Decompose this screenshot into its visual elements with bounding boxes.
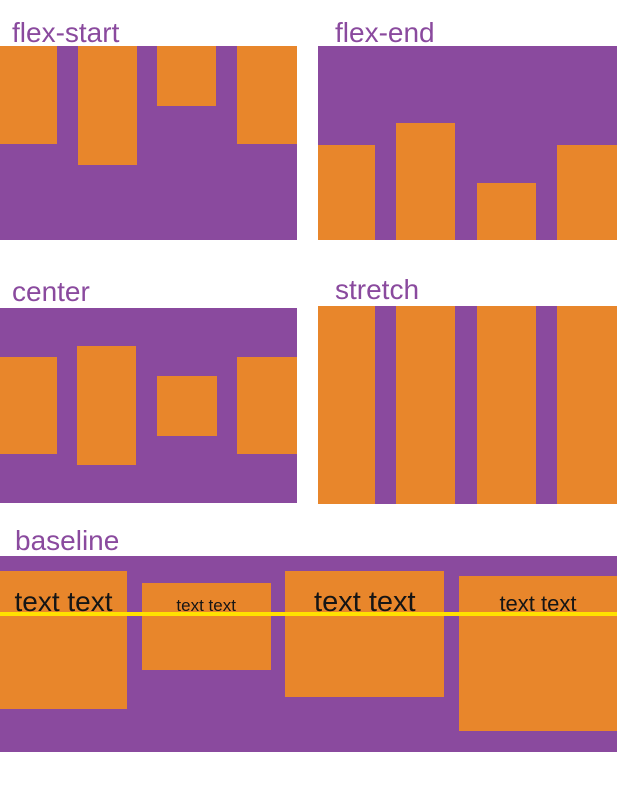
flex-item xyxy=(0,46,57,144)
panel-label-flex-end: flex-end xyxy=(335,17,435,48)
flex-item xyxy=(476,306,536,504)
flex-item xyxy=(77,46,137,165)
panel-label-center: center xyxy=(12,276,90,307)
flex-item: text text xyxy=(458,576,617,731)
flex-item xyxy=(77,346,137,465)
flex-item xyxy=(476,183,536,240)
flex-item xyxy=(157,46,217,106)
flex-item xyxy=(318,145,375,240)
flex-item xyxy=(318,306,375,504)
flex-item: text text xyxy=(0,571,127,709)
flex-item xyxy=(556,145,617,240)
baseline-indicator-line xyxy=(0,612,617,616)
flex-item xyxy=(236,46,297,144)
flex-item xyxy=(0,357,57,454)
flex-item xyxy=(156,375,217,436)
flex-item xyxy=(396,306,456,504)
flex-container-flex-end xyxy=(318,46,617,240)
flex-item-text: text text xyxy=(499,591,577,616)
flex-container-baseline: text text text text text text text text xyxy=(0,556,617,752)
panel-label-baseline: baseline xyxy=(15,525,120,556)
flex-item-text: text text xyxy=(176,596,236,615)
panel-label-flex-start: flex-start xyxy=(12,17,120,48)
flex-container-center xyxy=(0,308,297,503)
flex-item: text text xyxy=(285,571,445,697)
panel-label-stretch: stretch xyxy=(335,274,420,305)
flex-item xyxy=(396,123,456,240)
flex-item: text text xyxy=(141,583,271,670)
flex-item xyxy=(236,357,297,454)
flex-item xyxy=(556,306,617,504)
flex-container-stretch xyxy=(318,306,617,504)
flex-container-flex-start xyxy=(0,46,297,240)
flex-item-text: text text xyxy=(314,586,416,618)
flex-item-text: text text xyxy=(14,586,113,617)
